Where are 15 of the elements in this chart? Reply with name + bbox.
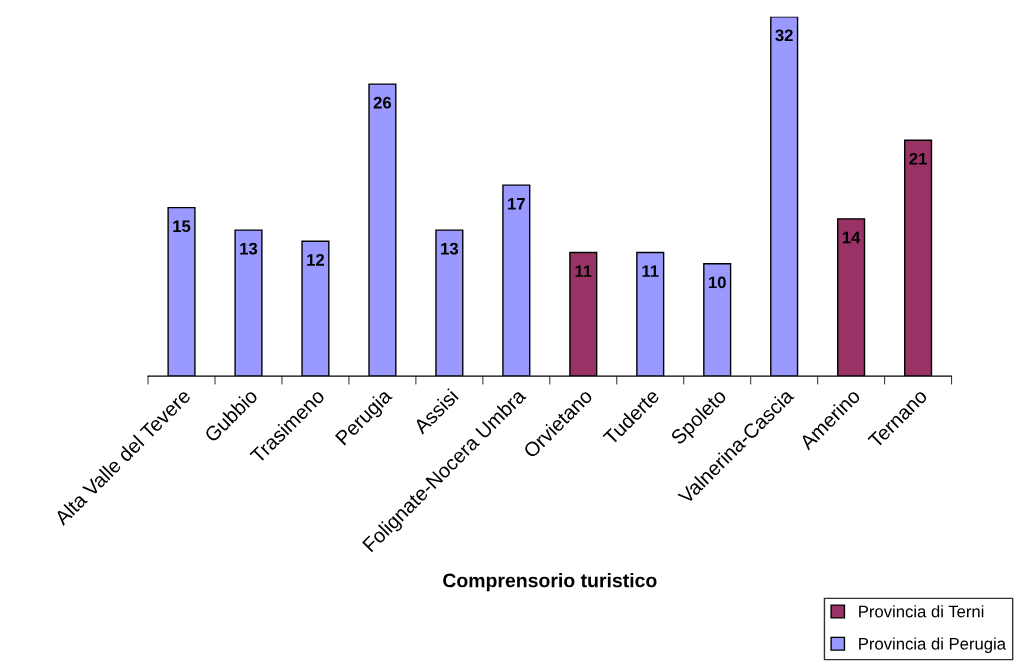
data-label: 14	[842, 231, 861, 244]
data-label: 32	[775, 29, 793, 42]
data-label: 12	[307, 254, 325, 266]
data-label: 11	[575, 265, 592, 277]
legend-label: Provincia di Terni	[859, 605, 984, 618]
data-label: 10	[708, 276, 726, 289]
data-label: 13	[240, 242, 258, 255]
data-label: 15	[173, 220, 191, 233]
data-label: 13	[441, 242, 459, 255]
data-label: 26	[373, 96, 392, 109]
data-label: 21	[909, 152, 927, 165]
legend-label: Provincia di Perugia	[859, 637, 1007, 653]
x-axis-title: Comprensorio turistico	[443, 573, 657, 592]
data-label: 11	[642, 265, 659, 277]
data-label: 17	[508, 198, 525, 210]
